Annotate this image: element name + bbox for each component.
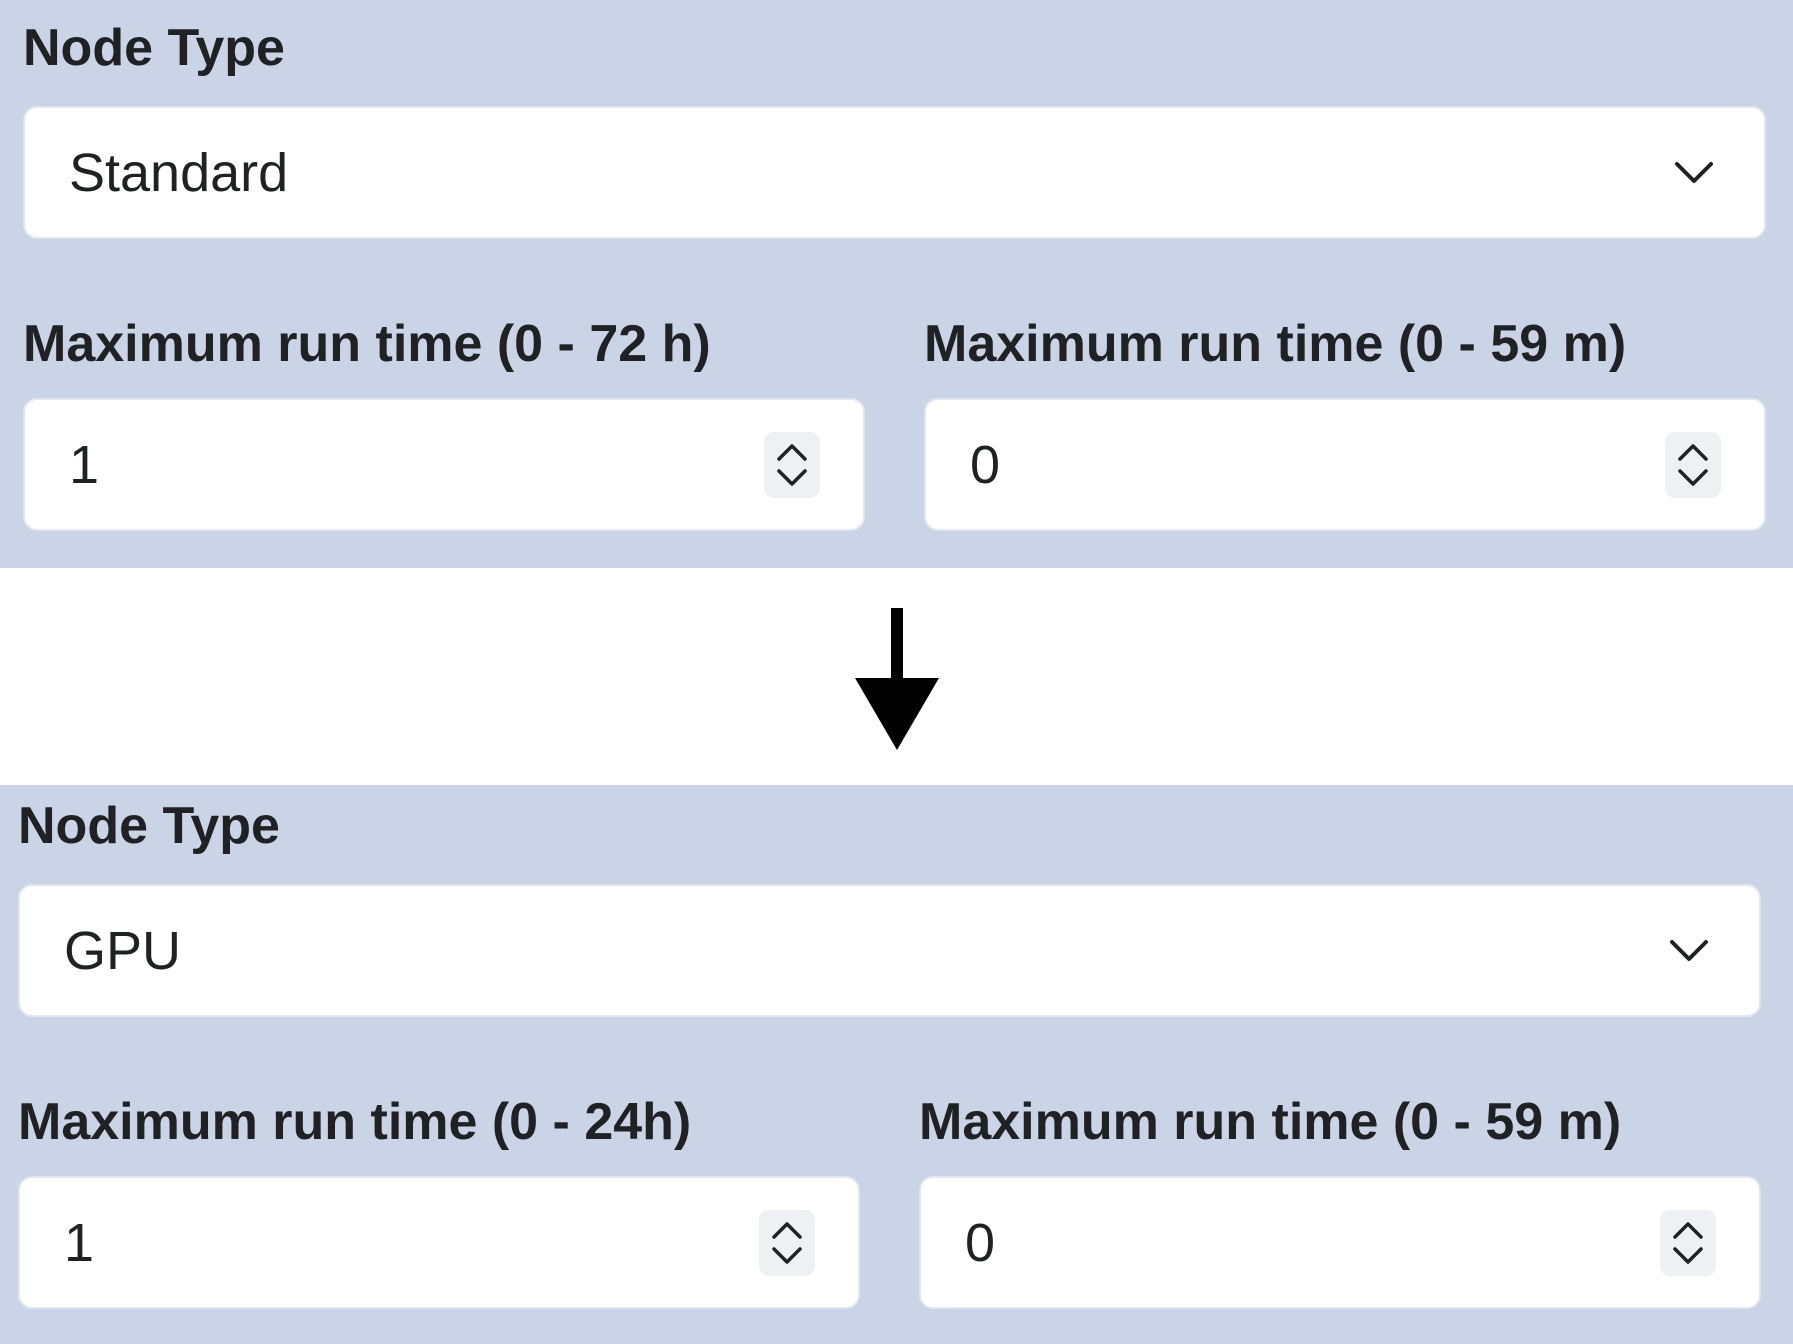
node-type-label: Node Type <box>18 797 280 855</box>
hours-label: Maximum run time (0 - 24h) <box>18 1093 692 1151</box>
minutes-input[interactable]: 0 <box>924 398 1766 531</box>
node-type-label: Node Type <box>23 19 285 77</box>
form-panel-before: Node Type Standard Maximum run time (0 -… <box>0 0 1793 568</box>
chevron-up-icon[interactable] <box>1677 442 1709 462</box>
chevron-down-icon[interactable] <box>1677 468 1709 488</box>
minutes-label: Maximum run time (0 - 59 m) <box>919 1093 1622 1151</box>
node-type-select[interactable]: Standard <box>23 106 1766 239</box>
stepper-icon[interactable] <box>759 1209 815 1276</box>
hours-input-value: 1 <box>64 1212 95 1273</box>
chevron-down-icon[interactable] <box>776 468 808 488</box>
stepper-icon[interactable] <box>1665 431 1721 498</box>
chevron-down-icon[interactable] <box>1669 938 1709 964</box>
chevron-up-icon[interactable] <box>1672 1220 1704 1240</box>
form-panel-after: Node Type GPU Maximum run time (0 - 24h)… <box>0 785 1793 1344</box>
chevron-up-icon[interactable] <box>771 1220 803 1240</box>
chevron-down-icon[interactable] <box>771 1246 803 1266</box>
chevron-up-icon[interactable] <box>776 442 808 462</box>
node-type-selected-value: Standard <box>69 142 289 203</box>
node-type-selected-value: GPU <box>64 920 182 981</box>
minutes-input[interactable]: 0 <box>919 1176 1761 1309</box>
minutes-input-value: 0 <box>965 1212 996 1273</box>
minutes-label: Maximum run time (0 - 59 m) <box>924 315 1627 373</box>
hours-label: Maximum run time (0 - 72 h) <box>23 315 711 373</box>
node-type-select[interactable]: GPU <box>18 884 1761 1017</box>
stepper-icon[interactable] <box>1660 1209 1716 1276</box>
arrow-down-icon <box>855 608 939 750</box>
hours-input[interactable]: 1 <box>23 398 865 531</box>
chevron-down-icon[interactable] <box>1672 1246 1704 1266</box>
chevron-down-icon[interactable] <box>1674 160 1714 186</box>
hours-input-value: 1 <box>69 434 100 495</box>
stepper-icon[interactable] <box>764 431 820 498</box>
minutes-input-value: 0 <box>970 434 1001 495</box>
hours-input[interactable]: 1 <box>18 1176 860 1309</box>
